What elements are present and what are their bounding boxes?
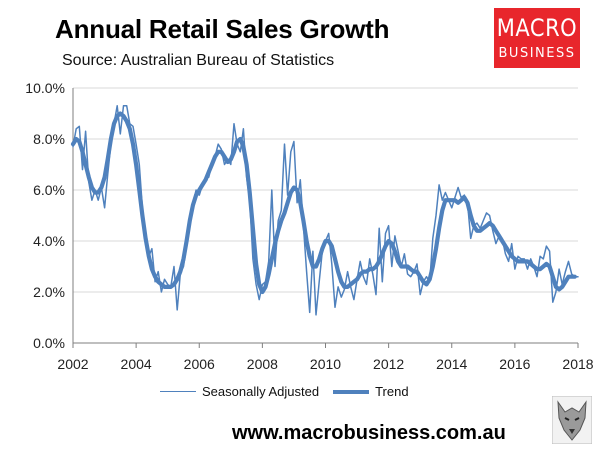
series-line-seasonally-adjusted — [72, 105, 579, 316]
y-tick-label: 6.0% — [33, 182, 65, 198]
y-tick-label: 0.0% — [33, 335, 65, 351]
chart-subtitle: Source: Australian Bureau of Statistics — [62, 52, 335, 69]
chart-axes — [72, 88, 579, 348]
x-tick-label: 2008 — [247, 356, 278, 372]
y-tick-label: 2.0% — [33, 284, 65, 300]
legend-label-trend: Trend — [375, 384, 409, 399]
x-tick-label: 2018 — [562, 356, 593, 372]
logo-line-2: BUSINESS — [498, 46, 576, 61]
y-tick-label: 4.0% — [33, 233, 65, 249]
y-axis-labels: 0.0% 2.0% 4.0% 6.0% 8.0% 10.0% — [25, 80, 65, 351]
logo-line-1: MACRO — [496, 14, 578, 42]
x-tick-label: 2004 — [121, 356, 152, 372]
chart-grid — [73, 87, 578, 344]
x-tick-label: 2016 — [499, 356, 530, 372]
chart-legend: Seasonally Adjusted Trend — [160, 384, 409, 399]
footer-url[interactable]: www.macrobusiness.com.au — [232, 422, 506, 444]
series-line-trend — [70, 111, 577, 295]
y-tick-label: 8.0% — [33, 131, 65, 147]
y-tick-label: 10.0% — [25, 80, 65, 96]
legend-label-seasonally-adjusted: Seasonally Adjusted — [202, 384, 320, 399]
wolf-emblem-icon — [552, 396, 592, 444]
chart-title: Annual Retail Sales Growth — [55, 14, 390, 44]
legend-swatch-trend — [333, 389, 370, 394]
legend-swatch-seasonally-adjusted — [160, 391, 196, 392]
chart-series — [70, 105, 579, 316]
x-tick-label: 2014 — [436, 356, 467, 372]
x-tick-label: 2006 — [184, 356, 215, 372]
x-tick-label: 2002 — [57, 356, 88, 372]
brand-logo[interactable]: MACRO BUSINESS — [494, 8, 580, 68]
x-axis-labels: 2002 2004 2006 2008 2010 2012 2014 2016 2018 — [57, 356, 593, 372]
x-tick-label: 2012 — [373, 356, 404, 372]
x-tick-label: 2010 — [310, 356, 341, 372]
